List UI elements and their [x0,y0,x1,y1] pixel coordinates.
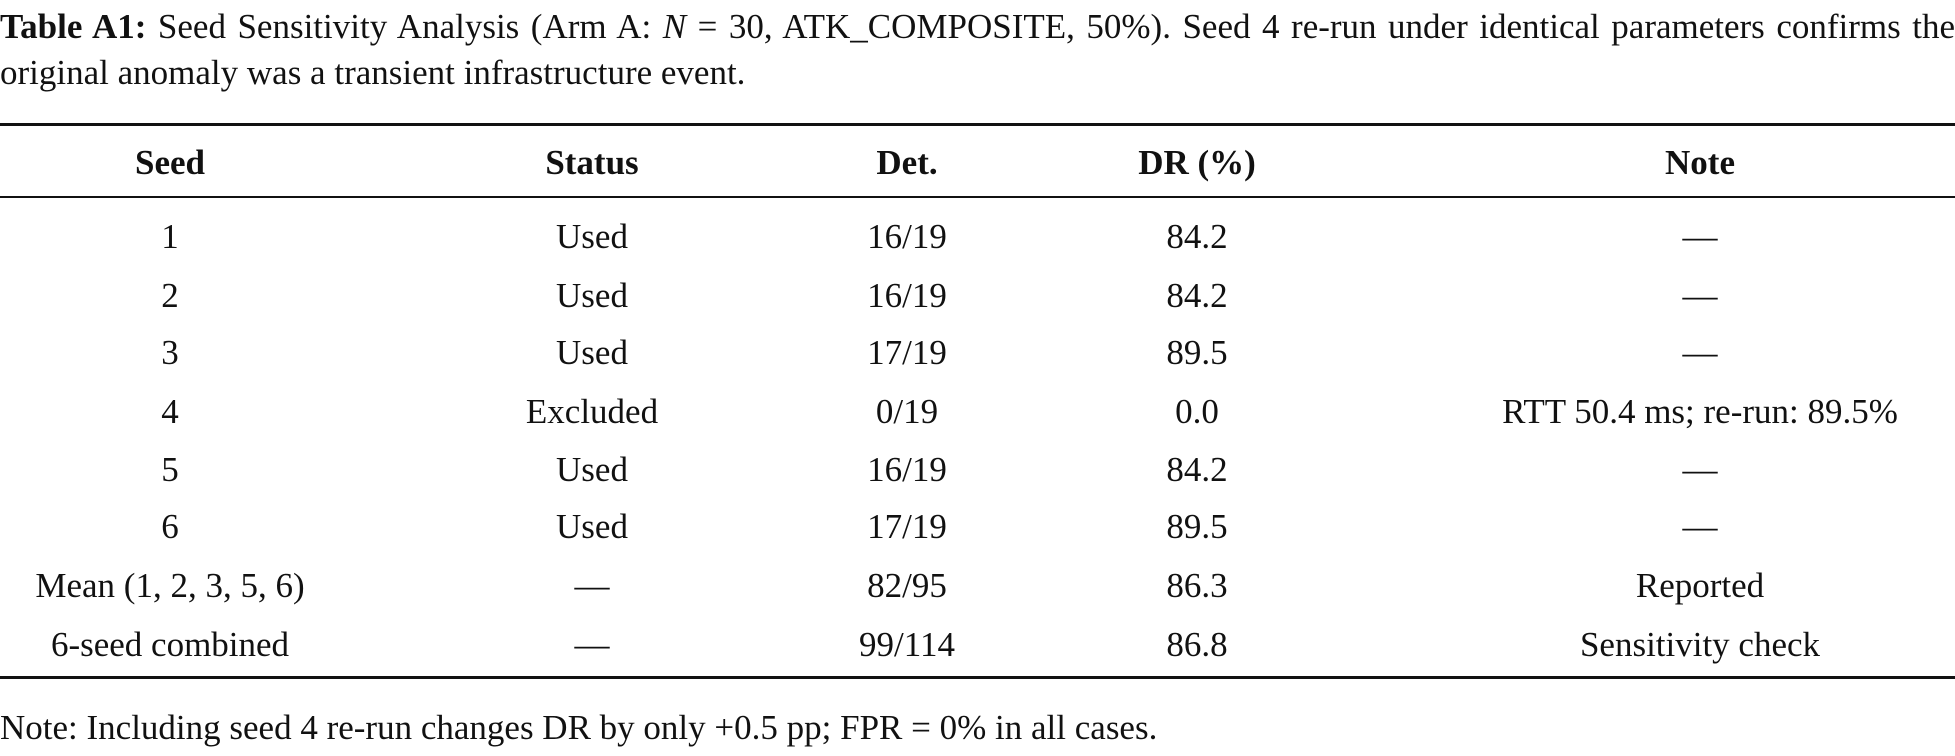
table-cell: Used [556,217,628,256]
table-cell: Used [556,276,628,315]
top-rule [0,123,1955,126]
table-cell: 0.0 [1175,392,1219,431]
table-cell: 99/114 [859,625,955,664]
column-header: Note [1665,143,1735,182]
table-cell: 86.3 [1166,566,1228,605]
table-note: Note: Including seed 4 re-run changes DR… [0,708,1158,747]
table-cell: RTT 50.4 ms; re-run: 89.5% [1502,392,1898,431]
table-cell: Used [556,450,628,489]
table-cell: 84.2 [1166,450,1228,489]
column-header: DR (%) [1138,143,1256,182]
table-cell: 6 [161,507,179,546]
table-cell: — [1682,276,1718,315]
table-cell: 89.5 [1166,333,1228,372]
table-cell: 16/19 [867,276,947,315]
table-cell: 2 [161,276,179,315]
table-cell: — [574,566,610,605]
caption-text: = 30, ATK_COMPOSITE, 50%). Seed 4 re-run… [0,7,1955,92]
table-cell: — [574,625,610,664]
caption-italic: N [662,7,687,46]
table-cell: 17/19 [867,333,947,372]
table-cell: 84.2 [1166,217,1228,256]
table-cell: 89.5 [1166,507,1228,546]
table-cell: Mean (1, 2, 3, 5, 6) [35,566,305,605]
table-cell: 6-seed combined [50,625,290,664]
table-cell: — [1682,450,1718,489]
table-cell: 0/19 [875,392,939,431]
table-cell: Used [556,333,628,372]
table-cell: 16/19 [867,217,947,256]
table-cell: — [1682,217,1718,256]
table-cell: 5 [161,450,179,489]
table-cell: Used [556,507,628,546]
table-cell: 84.2 [1166,276,1228,315]
table-cell: Sensitivity check [1579,625,1821,664]
mid-rule [0,196,1955,198]
table-cell: 3 [161,333,179,372]
table-cell: 4 [161,392,179,431]
table-cell: 86.8 [1166,625,1228,664]
column-header: Status [545,143,639,182]
column-header: Seed [135,143,205,182]
bottom-rule [0,676,1955,679]
caption: Table A1: Seed Sensitivity Analysis (Arm… [0,4,1955,96]
caption-label: Table A1: [0,7,147,46]
table-cell: — [1682,507,1718,546]
table-cell: Excluded [525,392,659,431]
table-cell: 17/19 [867,507,947,546]
table-cell: 82/95 [867,566,947,605]
column-header: Det. [876,143,938,182]
table-cell: — [1682,333,1718,372]
table-cell: Reported [1635,566,1765,605]
table-cell: 1 [161,217,179,256]
table-cell: 16/19 [867,450,947,489]
caption-text: Seed Sensitivity Analysis (Arm A: [157,7,663,46]
